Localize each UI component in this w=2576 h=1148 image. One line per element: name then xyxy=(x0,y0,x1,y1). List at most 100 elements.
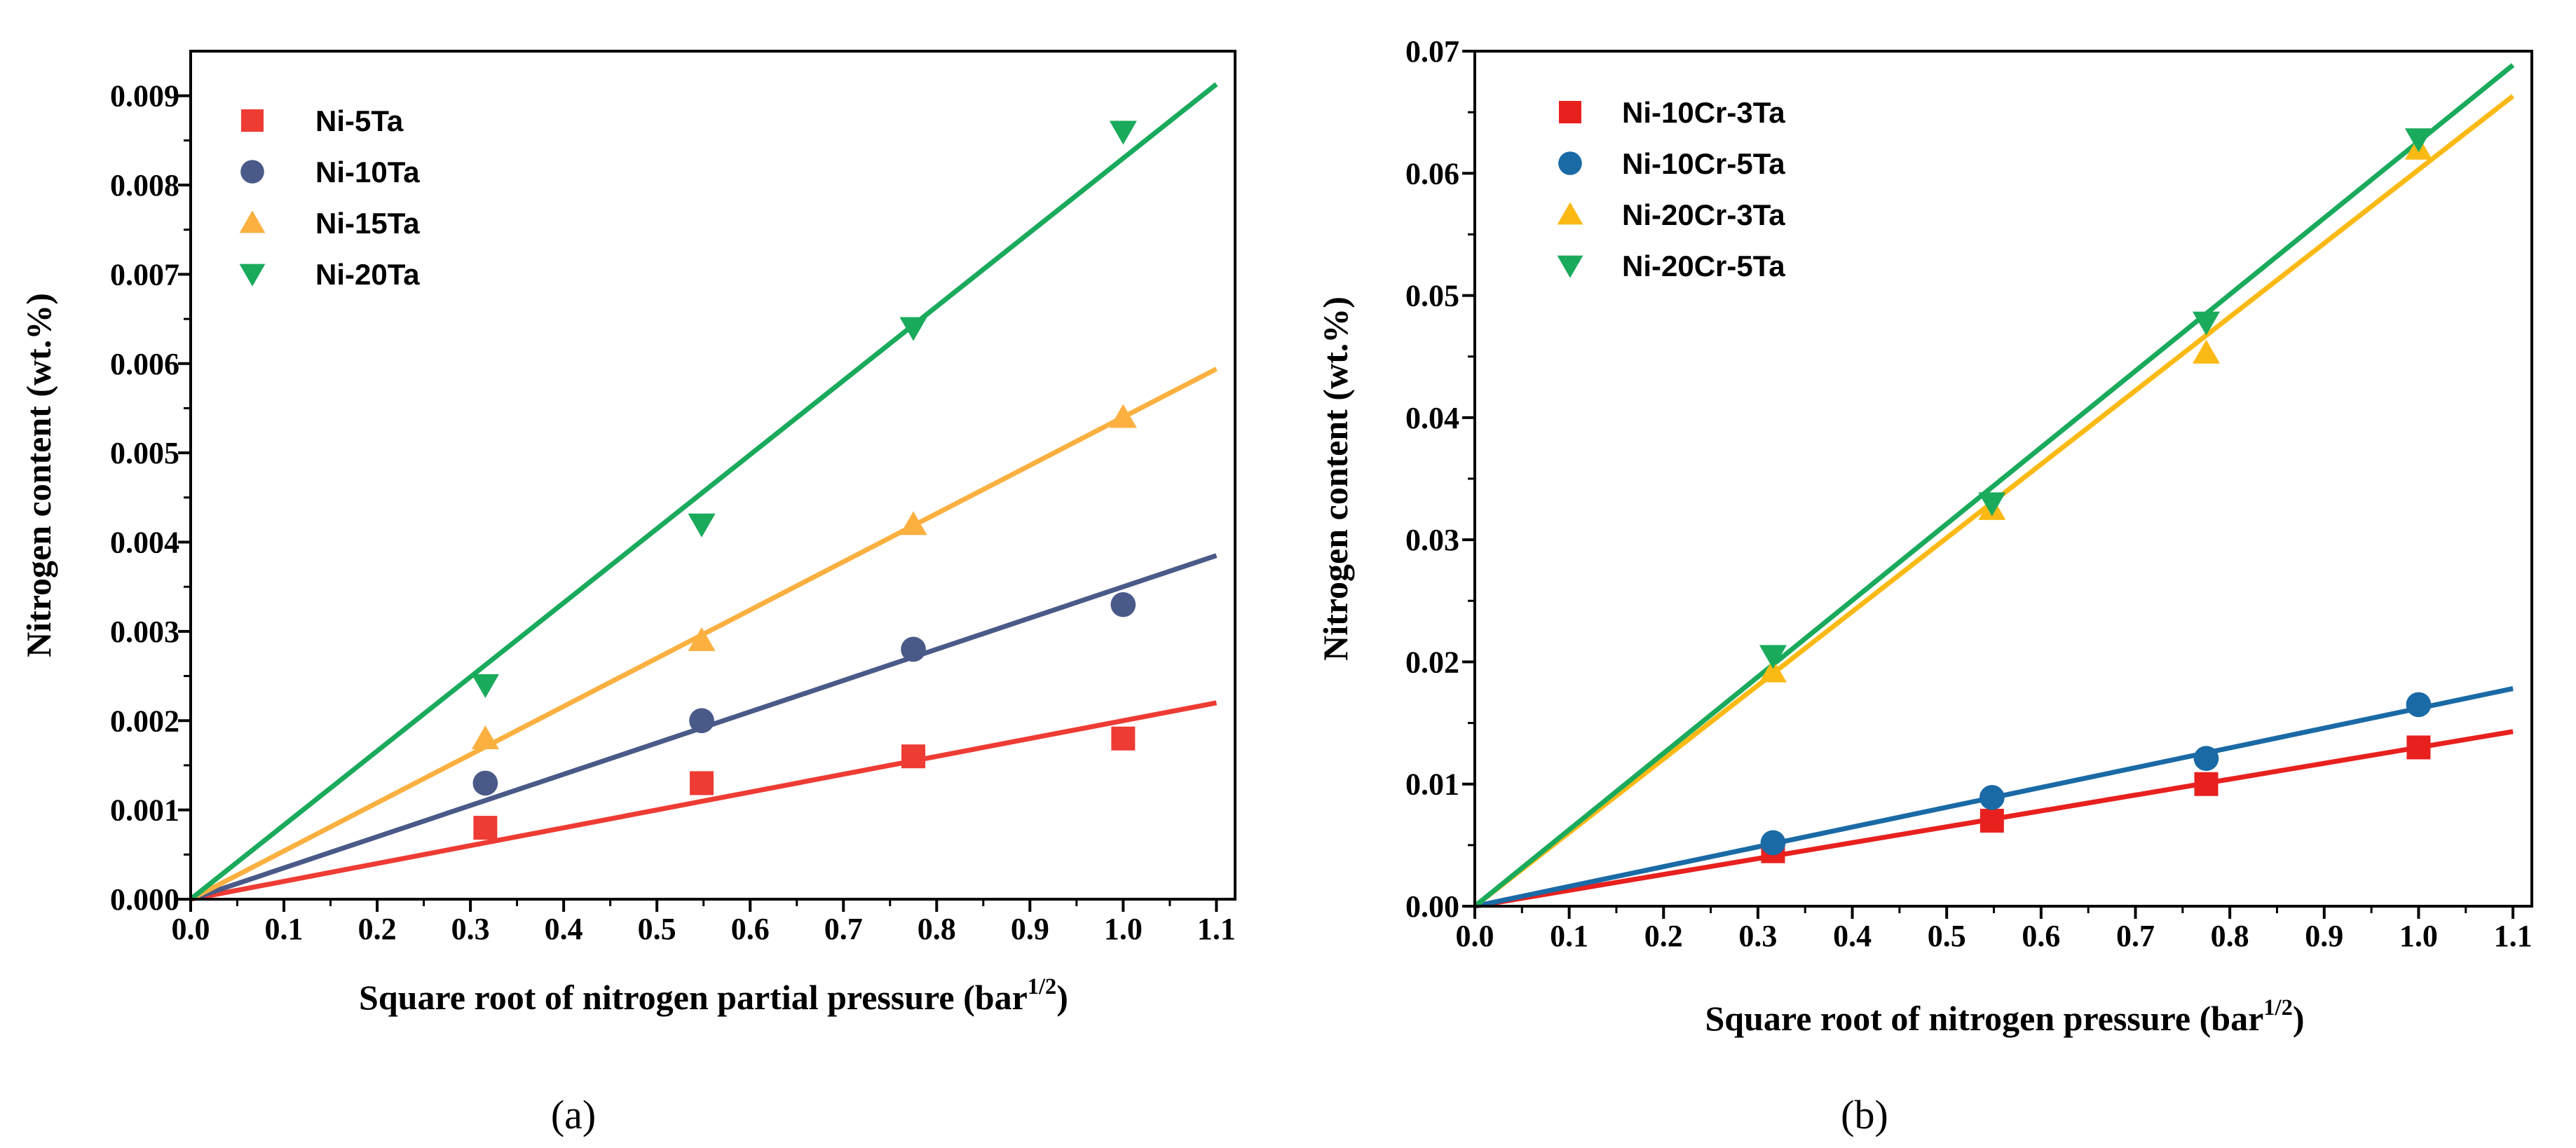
y-tick-label: 0.05 xyxy=(1405,279,1459,313)
x-tick-label: 0.5 xyxy=(1928,919,1966,953)
y-tick-label: 0.01 xyxy=(1405,767,1459,802)
legend-label-ni-20ta: Ni-20Ta xyxy=(315,258,420,291)
data-point-ni-10ta-1 xyxy=(689,708,714,734)
panel-label: (b) xyxy=(1841,1092,1888,1137)
y-tick-label: 0.003 xyxy=(110,615,179,649)
y-tick-label: 0.06 xyxy=(1405,156,1459,191)
x-tick-label: 0.7 xyxy=(824,912,863,946)
y-tick-label: 0.009 xyxy=(110,79,179,114)
x-axis-label: Square root of nitrogen pressure (bar1/2… xyxy=(1705,995,2305,1038)
y-tick-label: 0.00 xyxy=(1405,889,1459,924)
data-point-ni-10cr-3ta-2 xyxy=(2194,772,2219,796)
y-axis-label: Nitrogen content (wt.%) xyxy=(19,293,58,657)
data-point-ni-5ta-2 xyxy=(901,744,926,769)
y-tick-label: 0.04 xyxy=(1405,401,1459,435)
legend-marker-ni-5ta xyxy=(241,109,264,132)
legend-marker-ni-15ta xyxy=(239,210,266,233)
data-point-ni-15ta-1 xyxy=(688,627,716,651)
legend-marker-ni-10ta xyxy=(240,160,264,184)
data-point-ni-15ta-3 xyxy=(1109,404,1137,428)
legend-marker-ni-10cr-5ta xyxy=(1558,151,1582,175)
y-tick-label: 0.002 xyxy=(110,704,179,738)
x-axis-label-unit: (bar xyxy=(2200,999,2264,1038)
x-tick-label: 0.0 xyxy=(1456,919,1494,953)
data-point-ni-10cr-5ta-3 xyxy=(2406,692,2432,718)
y-axis-label: Nitrogen content (wt.%) xyxy=(1316,296,1355,661)
x-tick-label: 0.5 xyxy=(638,912,676,946)
x-axis-label-text: Square root of nitrogen partial pressure xyxy=(359,978,963,1017)
data-point-ni-10cr-5ta-0 xyxy=(1760,830,1786,856)
x-tick-label: 0.6 xyxy=(731,912,770,946)
data-point-ni-5ta-1 xyxy=(690,771,714,795)
legend-marker-ni-20cr-5ta xyxy=(1557,255,1583,278)
data-point-ni-20ta-2 xyxy=(899,317,927,341)
fit-line-ni-5ta xyxy=(190,700,1218,902)
x-axis-label-unit-sup: 1/2 xyxy=(2263,995,2293,1020)
plot-frame xyxy=(189,50,1236,901)
legend-label-ni-10cr-5ta: Ni-10Cr-5Ta xyxy=(1622,147,1785,180)
legend-label-ni-10ta: Ni-10Ta xyxy=(315,156,420,189)
data-point-ni-10cr-3ta-1 xyxy=(1979,809,2004,833)
x-axis-label-unit-close: ) xyxy=(2293,999,2305,1038)
x-tick-label: 1.0 xyxy=(1104,912,1143,946)
y-tick-label: 0.005 xyxy=(110,436,179,470)
x-axis-label: Square root of nitrogen partial pressure… xyxy=(359,974,1068,1017)
x-tick-label: 0.6 xyxy=(2022,919,2060,953)
data-point-ni-20cr-5ta-0 xyxy=(1759,645,1787,669)
x-tick-label: 0.0 xyxy=(172,912,210,946)
data-point-ni-5ta-3 xyxy=(1111,726,1136,751)
x-tick-label: 0.3 xyxy=(451,912,490,946)
y-tick-label: 0.000 xyxy=(110,882,179,917)
x-tick-label: 0.2 xyxy=(1644,919,1683,953)
x-tick-label: 0.4 xyxy=(1833,919,1872,953)
fit-line-ni-20ta xyxy=(189,82,1218,901)
data-point-ni-15ta-2 xyxy=(899,511,927,535)
x-axis-label-unit: (bar xyxy=(963,978,1028,1017)
legend-marker-ni-10cr-3ta xyxy=(1559,101,1581,123)
legend-label-ni-20cr-3ta: Ni-20Cr-3Ta xyxy=(1622,198,1785,231)
legend-label-ni-5ta: Ni-5Ta xyxy=(315,104,404,137)
x-tick-label: 1.1 xyxy=(2494,919,2533,953)
x-tick-label: 0.8 xyxy=(918,912,956,946)
data-point-ni-20cr-5ta-2 xyxy=(2192,311,2221,336)
legend-marker-ni-20cr-3ta xyxy=(1557,202,1583,225)
y-tick-label: 0.007 xyxy=(110,257,179,292)
x-tick-label: 0.1 xyxy=(1550,919,1588,953)
x-tick-label: 0.3 xyxy=(1738,919,1777,953)
data-point-ni-10cr-3ta-3 xyxy=(2406,735,2431,760)
x-tick-label: 0.7 xyxy=(2116,919,2155,953)
y-tick-label: 0.07 xyxy=(1405,34,1459,69)
panel-b-chart: 0.0 0.1 0.2 0.3 0.4 0.5 0.6 0.7 0.8 0.9 1.0 1.1 0.00… xyxy=(1316,34,2533,1137)
legend-marker-ni-20ta xyxy=(239,264,266,287)
y-tick-label: 0.001 xyxy=(110,793,179,828)
data-point-ni-10ta-0 xyxy=(472,770,498,796)
x-axis-label-unit-close: ) xyxy=(1056,978,1068,1017)
data-point-ni-20cr-5ta-3 xyxy=(2404,128,2432,153)
data-point-ni-20cr-5ta-1 xyxy=(1978,492,2006,517)
legend-label-ni-15ta: Ni-15Ta xyxy=(315,207,420,240)
data-point-ni-20ta-3 xyxy=(1109,121,1137,145)
data-point-ni-10cr-5ta-2 xyxy=(2193,746,2219,771)
x-tick-label: 0.9 xyxy=(2305,919,2343,953)
x-tick-label: 1.1 xyxy=(1197,912,1236,946)
legend-label-ni-20cr-5ta: Ni-20Cr-5Ta xyxy=(1622,250,1785,282)
x-tick-label: 0.8 xyxy=(2211,919,2249,953)
y-tick-label: 0.02 xyxy=(1405,645,1459,679)
x-tick-label: 0.4 xyxy=(545,912,583,946)
data-point-ni-20ta-0 xyxy=(471,674,499,699)
y-tick-label: 0.008 xyxy=(110,168,179,203)
y-tick-label: 0.004 xyxy=(110,526,179,560)
data-point-ni-20cr-3ta-0 xyxy=(1759,658,1787,683)
x-tick-label: 0.9 xyxy=(1011,912,1049,946)
x-axis-label-unit-sup: 1/2 xyxy=(1028,974,1057,999)
data-point-ni-15ta-0 xyxy=(471,725,499,750)
data-point-ni-5ta-0 xyxy=(473,816,498,840)
data-point-ni-20ta-1 xyxy=(688,513,716,538)
data-point-ni-20cr-3ta-2 xyxy=(2192,339,2221,364)
x-tick-label: 0.2 xyxy=(358,912,397,946)
x-tick-label: 0.1 xyxy=(265,912,304,946)
data-point-ni-10ta-3 xyxy=(1110,592,1136,617)
panel-label: (a) xyxy=(551,1092,596,1137)
fit-line-ni-20cr-5ta xyxy=(1473,63,2515,908)
